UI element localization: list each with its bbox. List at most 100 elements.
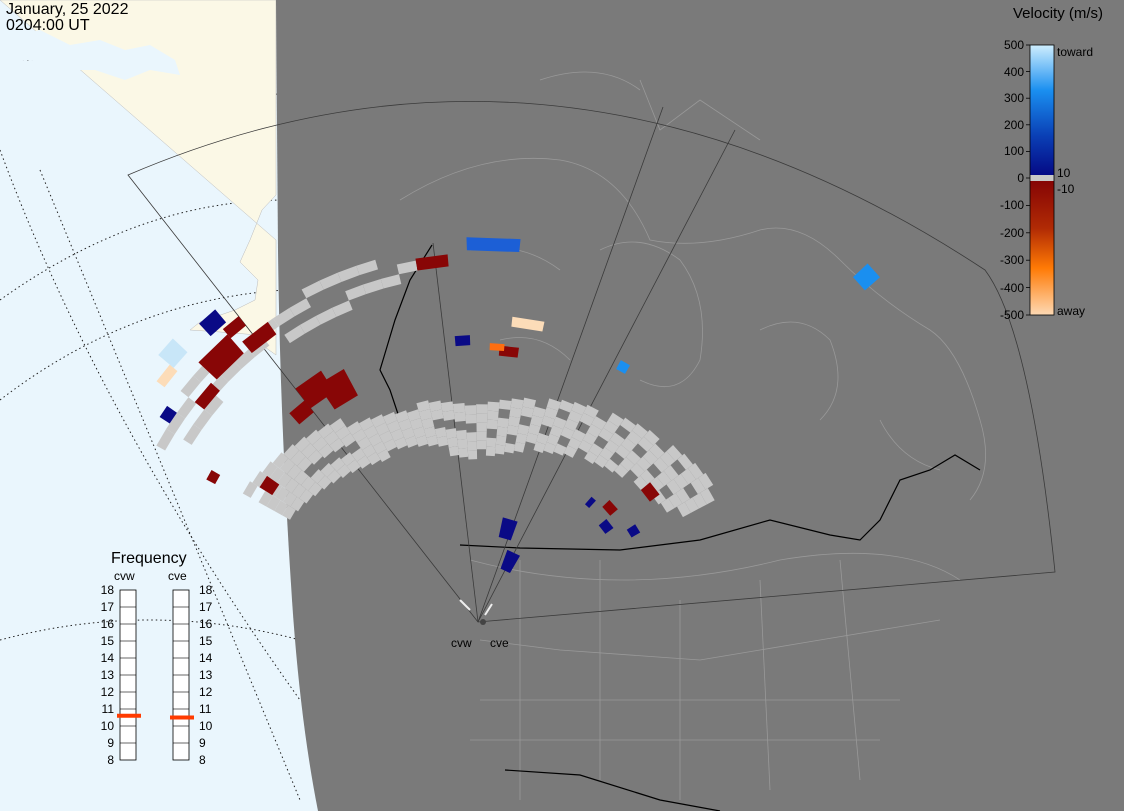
negative-velocity-cell (259, 475, 280, 496)
colorbar-tick-8: -300 (999, 253, 1024, 268)
ground-scatter-cell (346, 421, 363, 436)
colorbar-ground-scatter (1030, 175, 1054, 181)
ground-scatter-cell (297, 456, 313, 472)
ground-scatter-cell (221, 361, 242, 382)
ground-scatter-cell (275, 486, 290, 502)
freq-tick-right-8: 10 (199, 719, 213, 733)
ground-scatter-cell (700, 488, 715, 505)
ground-scatter-cell (498, 399, 512, 410)
ground-scatter-cell (464, 405, 477, 415)
ground-scatter-cell (465, 414, 477, 424)
ground-scatter-cell (476, 422, 488, 432)
freq-tick-left-9: 9 (107, 736, 114, 750)
ground-scatter-cell (552, 416, 567, 430)
colorbar-tick-1: 400 (1003, 64, 1024, 79)
radar-label-cvw: cvw (451, 636, 472, 650)
ground-scatter-cell (289, 298, 311, 317)
ground-scatter-cell (183, 424, 202, 445)
colorbar-tick-9: -400 (999, 280, 1024, 295)
colorbar-tick-3: 200 (1003, 117, 1024, 132)
ground-scatter-cell (486, 419, 498, 430)
freq-tick-right-5: 13 (199, 668, 213, 682)
ground-scatter-cell (335, 425, 351, 441)
freq-tick-left-8: 10 (100, 719, 114, 733)
freq-tick-left-0: 18 (100, 583, 114, 597)
ground-scatter-cell (626, 450, 641, 465)
ground-scatter-cell (340, 432, 356, 448)
frequency-title: Frequency (111, 550, 187, 567)
freq-tick-left-5: 13 (100, 668, 114, 682)
ground-scatter-cell (563, 445, 578, 458)
ground-scatter-cell (666, 444, 683, 462)
ground-scatter-cell (690, 477, 706, 495)
ground-scatter-cell (692, 492, 707, 509)
ground-scatter-cell (515, 432, 528, 444)
ground-scatter-cell (308, 481, 323, 497)
ground-scatter-cell (307, 449, 323, 465)
freq-tick-right-1: 17 (199, 600, 213, 614)
ground-scatter-cell (487, 401, 500, 412)
ground-scatter-cell (536, 432, 549, 445)
colorbar-tick-10: -500 (999, 308, 1024, 322)
ground-scatter-cell (467, 441, 477, 451)
ground-scatter-cell (476, 404, 488, 414)
ground-scatter-cell (630, 462, 645, 478)
ground-scatter-cell (282, 491, 297, 507)
colorbar-away (1030, 181, 1054, 315)
ground-scatter-cell (487, 410, 499, 421)
ground-scatter-cell (336, 464, 351, 478)
freq-tick-left-6: 12 (100, 685, 114, 699)
colorbar-tick-7: -200 (999, 225, 1024, 240)
ground-scatter-cell (368, 433, 383, 447)
ground-scatter-cell (615, 444, 631, 460)
ground-scatter-cell (560, 426, 575, 440)
ground-scatter-cell (277, 472, 292, 489)
ground-scatter-cell (620, 457, 635, 472)
ground-scatter-cell (582, 431, 598, 446)
ground-scatter-cell (234, 349, 256, 370)
ground-scatter-cell (553, 443, 567, 456)
ground-scatter-cell (346, 459, 361, 474)
positive-velocity-cell (616, 360, 630, 374)
ground-scatter-cell (546, 433, 560, 446)
ground-scatter-cell (588, 443, 604, 457)
ground-scatter-cell (666, 479, 681, 495)
ground-scatter-cell (375, 422, 390, 436)
ground-scatter-cell (367, 451, 381, 466)
inner-tick-10: 10 (1057, 166, 1071, 180)
ground-scatter-cell (301, 476, 316, 491)
ground-scatter-cell (252, 470, 268, 488)
ground-scatter-cell (284, 477, 299, 494)
ground-scatter-cell (687, 462, 704, 480)
ground-scatter-cell (522, 397, 537, 410)
ground-scatter-cell (676, 502, 691, 518)
ground-scatter-cell (430, 409, 444, 421)
ground-scatter-cell (452, 402, 466, 413)
ground-scatter-cell (457, 438, 468, 449)
ground-scatter-cell (299, 489, 314, 504)
ground-scatter-cell (193, 409, 213, 430)
ground-scatter-cell (319, 272, 342, 290)
ground-scatter-cell (456, 429, 467, 440)
away-label: away (1057, 304, 1086, 318)
ground-scatter-cell (543, 442, 557, 455)
ground-scatter-cell (509, 407, 522, 418)
ground-scatter-cell (329, 418, 346, 433)
ground-scatter-cell (362, 444, 377, 458)
ground-scatter-cell (323, 430, 339, 446)
ground-scatter-cell (673, 473, 689, 490)
ground-scatter-cell (440, 401, 454, 412)
ground-scatter-cell (415, 435, 429, 447)
ground-scatter-cell (312, 436, 328, 452)
ground-scatter-cell (510, 398, 524, 410)
ground-scatter-cell (266, 495, 281, 511)
ground-scatter-cell (409, 417, 424, 430)
ground-scatter-cell (675, 487, 691, 504)
ground-scatter-cell (258, 490, 273, 507)
ground-scatter-cell (282, 505, 296, 520)
negative-velocity-cell (415, 254, 449, 271)
ground-scatter-cell (571, 428, 586, 443)
ground-scatter-cell (656, 470, 672, 487)
ground-scatter-cell (632, 423, 648, 439)
freq-tick-right-2: 16 (199, 617, 213, 631)
